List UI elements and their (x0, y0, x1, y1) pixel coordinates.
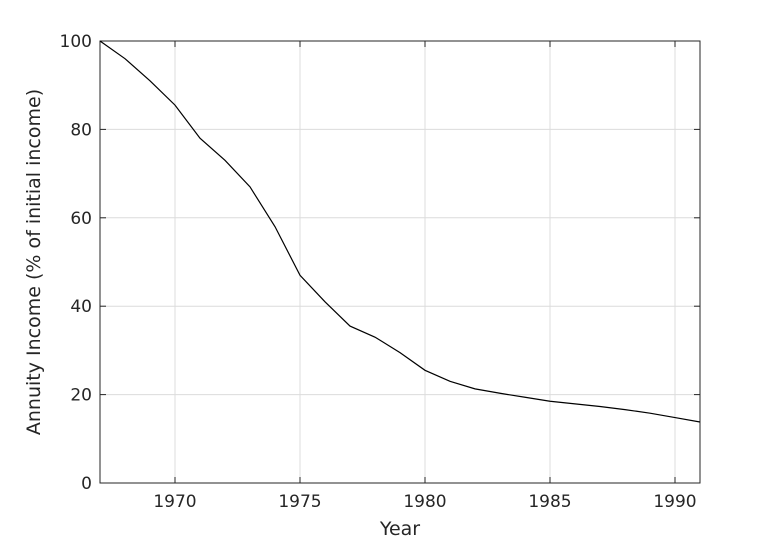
x-tick-label: 1970 (153, 492, 196, 512)
x-axis-label: Year (379, 518, 420, 540)
x-tick-label: 1985 (528, 492, 571, 512)
y-tick-label: 0 (81, 474, 92, 494)
data-line (99, 40, 701, 423)
x-tick-label: 1975 (278, 492, 321, 512)
y-tick-label: 100 (60, 32, 92, 52)
y-tick-label: 40 (70, 297, 92, 317)
x-tick-label: 1980 (403, 492, 446, 512)
y-axis-label: Annuity Income (% of initial income) (23, 89, 45, 435)
plot-frame (99, 40, 701, 484)
y-tick-label: 80 (70, 120, 92, 140)
x-tick-label: 1990 (653, 492, 696, 512)
y-tick-label: 60 (70, 209, 92, 229)
y-tick-label: 20 (70, 386, 92, 406)
